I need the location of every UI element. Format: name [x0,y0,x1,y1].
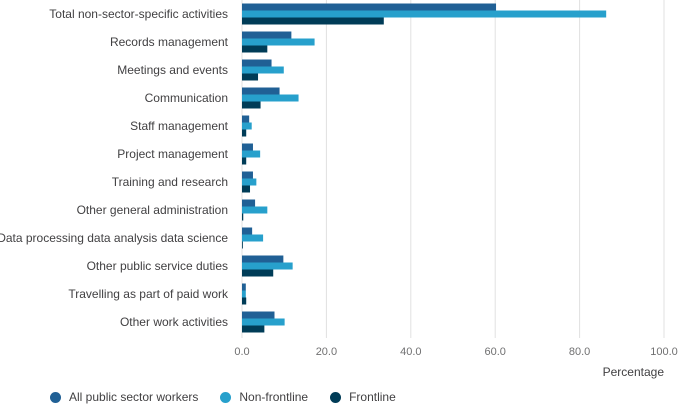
category-label: Communication [145,91,228,105]
bar [242,185,251,193]
legend-label-frontline: Frontline [349,390,396,404]
category-label: Project management [117,147,228,161]
category-label: Other general administration [77,203,228,217]
legend-label-nonfrontline: Non-frontline [239,390,309,404]
bar [242,73,259,81]
x-tick-label: 0.0 [234,346,249,358]
legend-item-nonfrontline: Non-frontline [220,390,308,404]
x-tick-label: 100.0 [650,346,678,358]
bar [242,143,253,151]
bar [242,122,252,130]
bar [242,31,292,39]
bar [242,3,497,11]
bar [242,283,246,291]
bar [242,94,299,102]
bar [242,290,246,298]
category-label: Staff management [130,119,229,133]
legend-swatch-nonfrontline [220,391,232,403]
category-label: Records management [110,35,229,49]
bar [242,129,247,137]
bar [242,101,261,109]
bar [242,318,285,326]
legend-item-all: All public sector workers [50,390,198,404]
x-tick-label: 20.0 [316,346,337,358]
bar [242,199,256,207]
bar [242,10,607,18]
bar [242,66,284,74]
bars [242,3,607,333]
legend-item-frontline: Frontline [330,390,396,404]
bar [242,157,247,165]
bar [242,255,284,263]
bar [242,115,250,123]
bar [242,234,264,242]
bar [242,311,275,319]
bar [242,150,261,158]
x-tick-label: 80.0 [569,346,590,358]
bar [242,171,253,179]
category-label: Other public service duties [87,259,228,273]
bar [242,206,268,214]
bar [242,45,268,53]
category-label: Travelling as part of paid work [68,287,229,301]
x-tick-labels: 0.0 20.0 40.0 60.0 80.0 100.0 [234,346,677,358]
bar [242,227,253,235]
legend-swatch-frontline [330,391,342,403]
bar [242,297,247,305]
x-tick-label: 60.0 [484,346,505,358]
category-label: Total non-sector-specific activities [49,7,228,21]
bar [242,241,243,249]
bar [242,17,384,25]
legend-label-all: All public sector workers [69,390,199,404]
bar-chart: Total non-sector-specific activities Reco… [0,0,678,379]
category-label: Meetings and events [117,63,228,77]
bar [242,87,280,95]
gridlines [241,0,665,338]
category-label: Other work activities [120,315,228,329]
x-tick-label: 40.0 [400,346,421,358]
legend: All public sector workers Non-frontline … [50,390,418,404]
category-label: Data processing data analysis data scien… [0,231,228,245]
category-label: Training and research [112,175,228,189]
bar [242,178,257,186]
x-axis-title: Percentage [603,365,665,379]
legend-swatch-all [50,391,61,403]
bar [242,325,265,333]
bar [242,59,272,67]
bar [242,262,293,270]
bar [242,38,315,46]
bar [242,269,274,277]
bar [242,213,244,221]
category-labels: Total non-sector-specific activities Reco… [0,7,229,329]
